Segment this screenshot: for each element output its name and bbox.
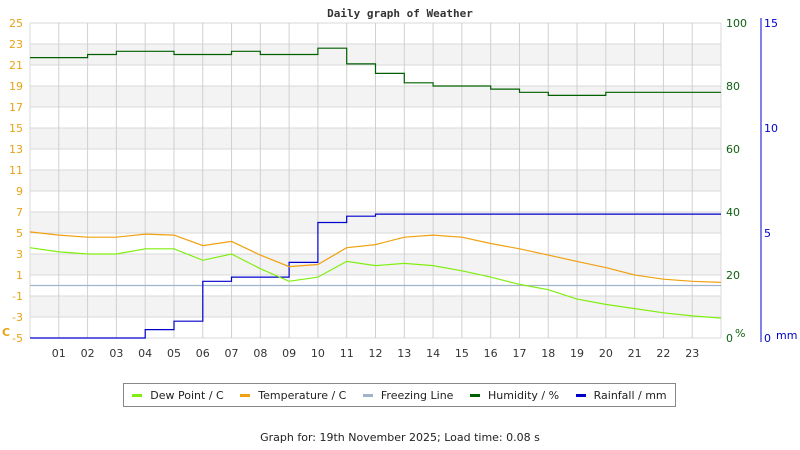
svg-text:15: 15 — [764, 17, 778, 30]
svg-text:7: 7 — [16, 206, 23, 219]
svg-text:100: 100 — [726, 17, 747, 30]
axis-left-temperature: 25 23 21 19 17 15 13 11 9 7 5 3 1 -1 -3 -5C — [2, 17, 23, 345]
svg-text:14: 14 — [426, 347, 440, 360]
svg-text:10: 10 — [764, 122, 778, 135]
svg-text:15: 15 — [9, 122, 23, 135]
svg-text:08: 08 — [253, 347, 267, 360]
chart-title: Daily graph of Weather — [327, 7, 473, 20]
svg-text:07: 07 — [225, 347, 239, 360]
svg-text:1: 1 — [16, 269, 23, 282]
svg-text:80: 80 — [726, 80, 740, 93]
humidity-line — [30, 47, 721, 96]
svg-text:05: 05 — [167, 347, 181, 360]
svg-text:19: 19 — [570, 347, 584, 360]
axis-right-rainfall: 15 10 5 0 mm — [760, 17, 797, 345]
legend-label: Rainfall / mm — [593, 388, 667, 402]
svg-text:23: 23 — [9, 38, 23, 51]
svg-text:21: 21 — [9, 59, 23, 72]
weather-chart: Daily graph of Weather 25232119171513119… — [2, 7, 797, 360]
temperature-swatch — [240, 393, 251, 397]
svg-text:11: 11 — [9, 164, 23, 177]
legend-label: Temperature / C — [258, 388, 347, 402]
svg-text:0: 0 — [764, 332, 771, 345]
svg-text:03: 03 — [109, 347, 123, 360]
rainfall-swatch — [575, 393, 586, 397]
svg-text:19: 19 — [9, 80, 23, 93]
svg-text:25: 25 — [9, 17, 23, 30]
legend-label: Dew Point / C — [150, 388, 224, 402]
axis-right-humidity: 100 80 60 40 20 0% — [726, 17, 747, 345]
legend-item-temperature: Temperature / C — [240, 389, 346, 402]
svg-text:17: 17 — [9, 101, 23, 114]
svg-text:3: 3 — [16, 248, 23, 261]
svg-text:13: 13 — [9, 143, 23, 156]
svg-text:9: 9 — [16, 185, 23, 198]
temperature-c-line — [29, 231, 722, 283]
svg-text:22: 22 — [656, 347, 670, 360]
svg-text:16: 16 — [484, 347, 498, 360]
svg-text:12: 12 — [369, 347, 383, 360]
svg-text:21: 21 — [628, 347, 642, 360]
legend-item-freezing-line: Freezing Line — [362, 388, 454, 402]
svg-text:06: 06 — [196, 347, 210, 360]
svg-text:-5: -5 — [12, 332, 23, 345]
dew-point-swatch — [132, 393, 143, 397]
legend-item-rainfall: Rainfall / mm — [575, 388, 667, 402]
humidity-swatch — [470, 393, 481, 397]
svg-text:11: 11 — [340, 347, 354, 360]
dew-point-c-line — [29, 247, 722, 319]
svg-text:20: 20 — [599, 347, 613, 360]
svg-text:09: 09 — [282, 347, 296, 360]
svg-text:5: 5 — [16, 227, 23, 240]
axis-x-hours: 01 02 03 04 05 06 07 08 09 10 11 12 13 14 15 16 17 18 19 20… — [52, 347, 699, 360]
legend-label: Freezing Line — [380, 388, 454, 402]
svg-text:15: 15 — [455, 347, 469, 360]
svg-text:40: 40 — [726, 206, 740, 219]
svg-text:02: 02 — [81, 347, 95, 360]
svg-text:01: 01 — [52, 347, 66, 360]
svg-text:23: 23 — [685, 347, 699, 360]
svg-text:20: 20 — [726, 269, 740, 282]
svg-text:5: 5 — [764, 227, 771, 240]
chart-legend: Dew Point / C Temperature / C Freezing L… — [123, 383, 676, 407]
legend-item-humidity: Humidity / % — [470, 389, 559, 402]
series-lines — [29, 47, 722, 339]
svg-text:04: 04 — [138, 347, 152, 360]
graph-footer: Graph for: 19th November 2025; Load time… — [260, 431, 540, 444]
svg-text:17: 17 — [512, 347, 526, 360]
svg-text:-3: -3 — [12, 311, 23, 324]
svg-text:-1: -1 — [12, 290, 23, 303]
svg-text:10: 10 — [311, 347, 325, 360]
svg-text:C: C — [2, 326, 10, 339]
rainfall-mm-line — [30, 213, 721, 339]
svg-text:60: 60 — [726, 143, 740, 156]
svg-text:18: 18 — [541, 347, 555, 360]
legend-item-dew-point: Dew Point / C — [132, 388, 224, 402]
freezing-line-swatch — [362, 393, 373, 397]
svg-text:0: 0 — [726, 332, 733, 345]
svg-text:mm: mm — [776, 329, 797, 342]
svg-text:13: 13 — [397, 347, 411, 360]
legend-label: Humidity / % — [488, 388, 560, 402]
svg-text:%: % — [735, 327, 745, 340]
